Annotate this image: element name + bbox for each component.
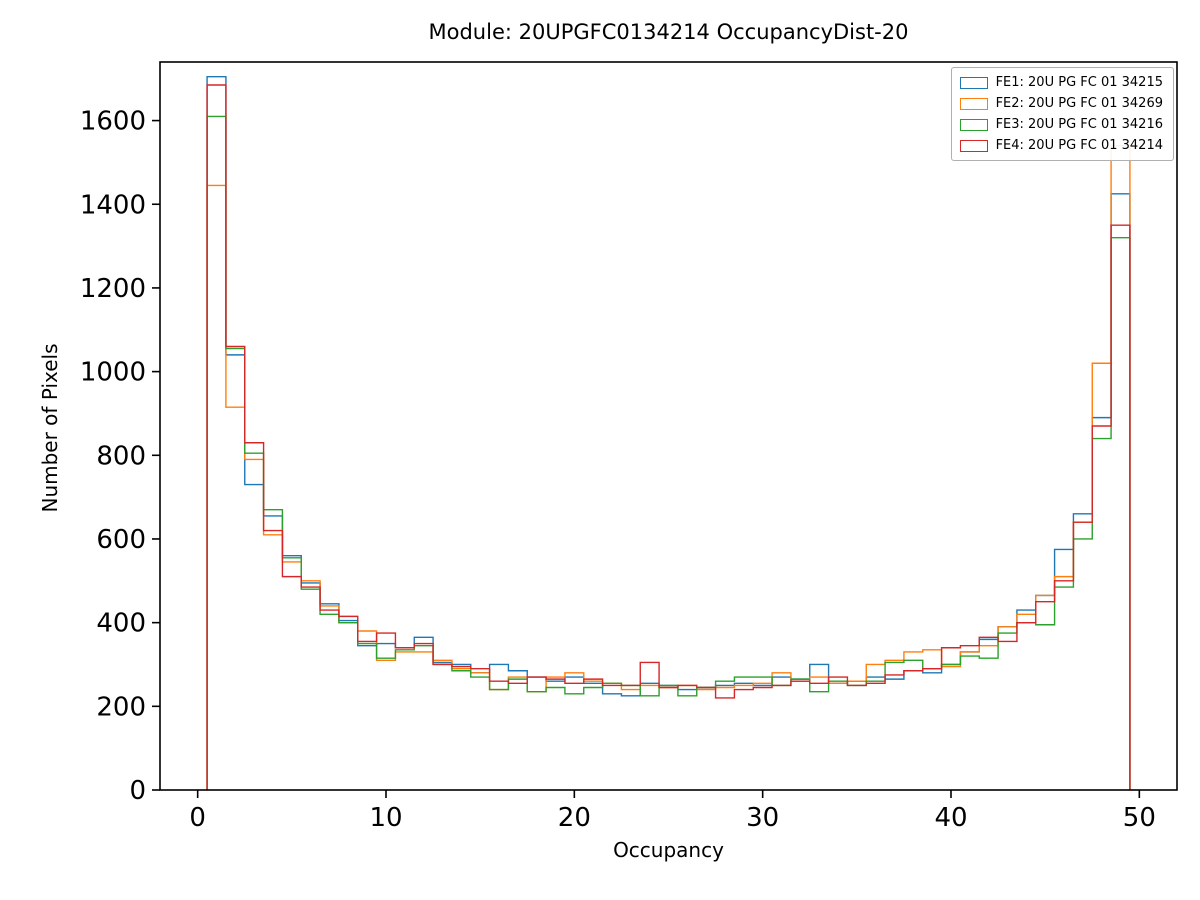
legend-swatch xyxy=(959,139,988,152)
x-tick-label: 10 xyxy=(369,803,402,833)
chart-title: Module: 20UPGFC0134214 OccupancyDist-20 xyxy=(428,20,909,44)
legend-entry: FE3: 20U PG FC 01 34216 xyxy=(959,117,1163,132)
legend-label: FE1: 20U PG FC 01 34215 xyxy=(995,75,1163,90)
x-tick-label: 40 xyxy=(934,803,967,833)
legend-label: FE4: 20U PG FC 01 34214 xyxy=(995,138,1163,153)
y-tick-label: 0 xyxy=(129,776,146,806)
legend-label: FE2: 20U PG FC 01 34269 xyxy=(995,96,1163,111)
y-tick-label: 600 xyxy=(96,525,146,555)
y-tick-label: 1000 xyxy=(80,358,146,388)
legend-swatch xyxy=(959,76,988,89)
x-tick-label: 20 xyxy=(558,803,591,833)
y-tick-label: 800 xyxy=(96,441,146,471)
legend-swatch xyxy=(959,118,988,131)
y-tick-label: 1200 xyxy=(80,274,146,304)
y-tick-label: 200 xyxy=(96,692,146,722)
legend-label: FE3: 20U PG FC 01 34216 xyxy=(995,117,1163,132)
axes-frame xyxy=(159,61,1178,791)
y-tick-label: 1400 xyxy=(80,190,146,220)
legend-entry: FE4: 20U PG FC 01 34214 xyxy=(959,138,1163,153)
y-axis-label: Number of Pixels xyxy=(38,343,62,513)
x-tick-label: 50 xyxy=(1123,803,1156,833)
legend: FE1: 20U PG FC 01 34215 FE2: 20U PG FC 01… xyxy=(950,67,1174,161)
histogram-series xyxy=(206,115,1131,790)
legend-swatch xyxy=(959,97,988,110)
y-tick-label: 400 xyxy=(96,609,146,639)
histogram-series xyxy=(206,84,1131,790)
x-axis-label: Occupancy xyxy=(613,838,724,862)
x-tick-label: 30 xyxy=(746,803,779,833)
x-tick-label: 0 xyxy=(189,803,206,833)
histogram-series xyxy=(206,144,1131,790)
histogram-series xyxy=(206,75,1131,790)
legend-entry: FE1: 20U PG FC 01 34215 xyxy=(959,75,1163,90)
y-tick-label: 1600 xyxy=(80,107,146,137)
legend-entry: FE2: 20U PG FC 01 34269 xyxy=(959,96,1163,111)
